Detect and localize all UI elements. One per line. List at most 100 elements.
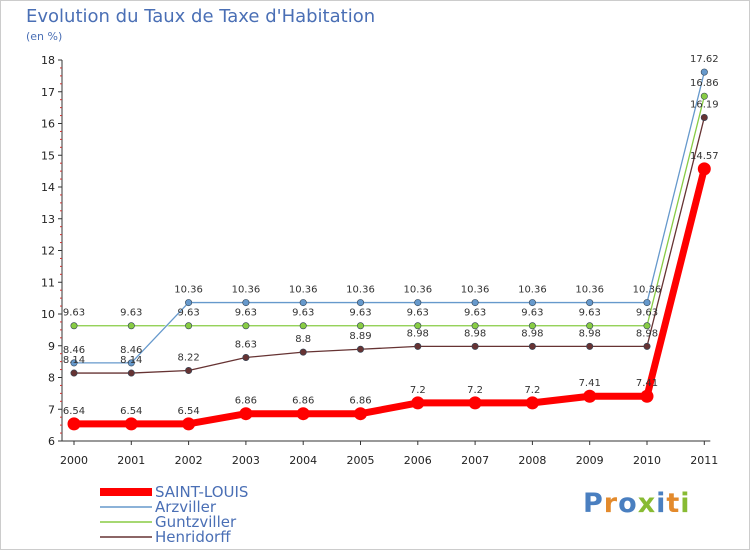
logo-letter: i <box>680 488 691 519</box>
series-line-arzviller <box>74 71 705 364</box>
logo-letter: o <box>618 488 638 519</box>
data-label: 8.89 <box>349 331 371 342</box>
y-tick-label: 13 <box>41 213 55 226</box>
series-halo <box>74 71 706 365</box>
data-label: 8.14 <box>63 355 85 366</box>
data-label: 7.2 <box>467 385 483 396</box>
data-point <box>127 369 135 377</box>
logo-letter: x <box>637 488 657 519</box>
data-point <box>127 322 135 330</box>
data-label: 8.98 <box>521 328 543 339</box>
chart-title: Evolution du Taux de Taxe d'Habitation <box>26 6 376 27</box>
data-point <box>700 113 708 121</box>
data-label: 8.63 <box>235 339 257 350</box>
data-point <box>471 342 479 350</box>
data-point <box>471 322 479 330</box>
series-halo <box>74 95 706 328</box>
legend-label: Henridorff <box>155 528 231 546</box>
y-tick-label: 7 <box>48 403 55 416</box>
y-tick-label: 12 <box>41 245 55 258</box>
data-label: 7.41 <box>579 378 601 389</box>
x-tick-label: 2006 <box>404 454 432 467</box>
data-label: 8.14 <box>120 355 142 366</box>
data-label: 8.46 <box>63 345 85 356</box>
data-label: 6.86 <box>292 396 314 407</box>
y-tick-label: 10 <box>41 308 55 321</box>
data-point <box>586 342 594 350</box>
y-tick-label: 11 <box>41 276 55 289</box>
y-tick-label: 9 <box>48 340 55 353</box>
x-tick-label: 2007 <box>461 454 489 467</box>
axes: 6 7 8 9 10 11 12 13 14 15 16 17 18 2000 2001 2002 2003 20… <box>41 54 718 467</box>
legend-label: Guntzviller <box>155 513 237 531</box>
data-label: 6.54 <box>63 406 85 417</box>
data-label: 7.2 <box>410 385 426 396</box>
data-label: 7.41 <box>636 378 658 389</box>
data-label: 10.36 <box>403 285 432 296</box>
data-label: 8.8 <box>295 334 311 345</box>
data-point <box>182 417 196 431</box>
series-line-guntzviller <box>74 96 705 327</box>
data-label: 8.46 <box>120 345 142 356</box>
legend: SAINT-LOUISArzvillerGuntzvillerHenridorf… <box>100 483 248 546</box>
data-point <box>127 359 135 367</box>
data-label: 10.36 <box>461 285 490 296</box>
y-tick-label: 16 <box>41 118 55 131</box>
data-point <box>185 367 193 375</box>
data-label: 10.36 <box>289 285 318 296</box>
x-tick-label: 2004 <box>289 454 317 467</box>
y-tick-label: 6 <box>48 435 55 448</box>
data-label: 10.36 <box>575 285 604 296</box>
data-label: 9.63 <box>63 308 85 319</box>
logo-letter: i <box>656 488 667 519</box>
data-label: 10.36 <box>174 285 203 296</box>
data-point <box>70 322 78 330</box>
x-tick-label: 2010 <box>633 454 661 467</box>
series-line-henridorff <box>74 117 705 374</box>
x-tick-label: 2000 <box>60 454 88 467</box>
data-label: 16.19 <box>690 99 719 110</box>
data-label: 9.63 <box>521 308 543 319</box>
data-point <box>296 407 310 421</box>
data-point <box>697 162 711 176</box>
data-label: 6.86 <box>235 396 257 407</box>
data-label: 14.57 <box>690 151 719 162</box>
data-label: 8.22 <box>177 353 199 364</box>
x-tick-label: 2005 <box>347 454 375 467</box>
data-label: 8.98 <box>407 328 429 339</box>
data-point <box>525 396 539 410</box>
data-point <box>411 396 425 410</box>
data-point <box>242 299 250 307</box>
y-tick-label: 15 <box>41 149 55 162</box>
data-label: 10.36 <box>633 285 662 296</box>
data-point <box>643 342 651 350</box>
data-point <box>242 322 250 330</box>
data-point <box>185 322 193 330</box>
series-line-saint-louis <box>74 168 708 428</box>
x-tick-label: 2001 <box>117 454 145 467</box>
data-point <box>185 299 193 307</box>
data-label: 9.63 <box>464 308 486 319</box>
x-tick-label: 2008 <box>518 454 546 467</box>
data-label: 9.63 <box>292 308 314 319</box>
x-tick-label: 2002 <box>175 454 203 467</box>
chart-subtitle: (en %) <box>26 30 63 43</box>
data-label: 8.98 <box>636 328 658 339</box>
data-point <box>528 342 536 350</box>
data-point <box>586 322 594 330</box>
data-label: 8.98 <box>579 328 601 339</box>
data-label: 10.36 <box>518 285 547 296</box>
data-point <box>700 68 708 76</box>
logo-letter: t <box>666 488 681 519</box>
data-point <box>643 322 651 330</box>
data-label: 7.2 <box>524 385 540 396</box>
data-label: 9.63 <box>636 308 658 319</box>
data-label: 9.63 <box>579 308 601 319</box>
data-point <box>356 322 364 330</box>
data-point <box>242 353 250 361</box>
data-point <box>528 299 536 307</box>
data-label: 6.54 <box>177 406 199 417</box>
proxiti-logo: Proxiti <box>583 488 691 519</box>
data-label: 17.62 <box>690 54 719 65</box>
